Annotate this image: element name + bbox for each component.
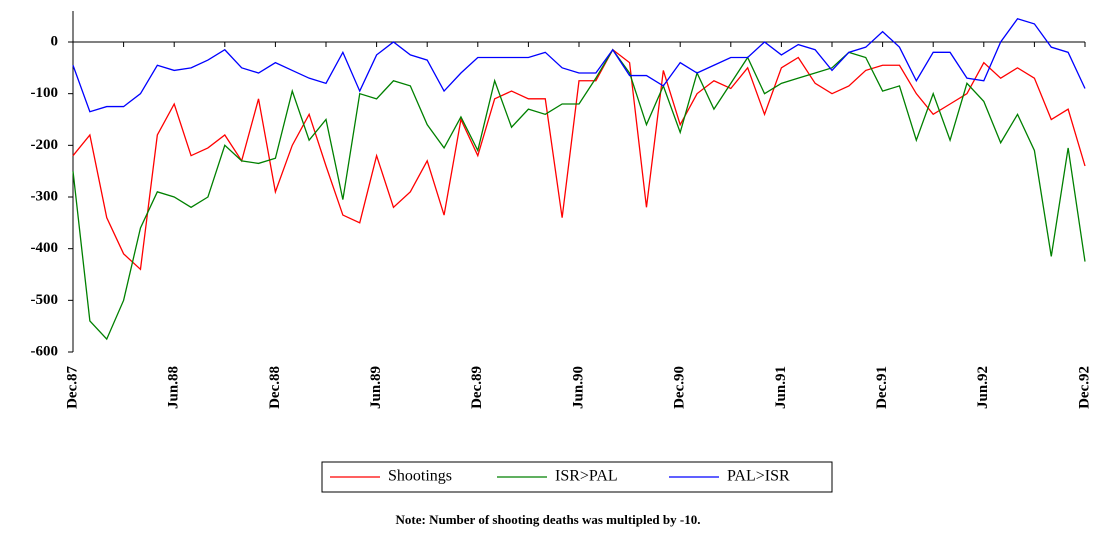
legend-label: Shootings: [388, 468, 452, 485]
y-tick-label: -600: [31, 343, 59, 359]
y-tick-label: -300: [31, 188, 59, 204]
x-tick-label: Dec.88: [267, 366, 283, 409]
y-tick-label: -100: [31, 85, 59, 101]
y-tick-label: 0: [51, 33, 59, 49]
series-line: [72, 48, 1086, 271]
legend-box: [321, 461, 833, 493]
y-tick-label: -400: [31, 240, 59, 256]
legend-label: ISR>PAL: [555, 468, 618, 485]
x-tick-label: Dec.87: [64, 366, 80, 409]
x-tick-label: Dec.91: [874, 366, 890, 409]
x-tick-label: Jun.92: [975, 366, 991, 409]
y-tick-label: -500: [31, 292, 59, 308]
series-line: [72, 48, 1086, 341]
x-tick-label: Jun.89: [368, 366, 384, 409]
x-tick-label: Dec.89: [469, 366, 485, 409]
y-tick-label: -200: [31, 137, 59, 153]
legend-label: PAL>ISR: [727, 468, 790, 485]
x-tick-label: Jun.88: [166, 366, 182, 409]
x-tick-label: Dec.90: [672, 366, 688, 409]
x-tick-label: Dec.92: [1076, 366, 1092, 409]
x-tick-label: Jun.90: [570, 366, 586, 409]
note: Note: Number of shooting deaths was mult…: [396, 512, 701, 527]
x-tick-label: Jun.91: [773, 366, 789, 409]
series-line: [72, 17, 1086, 113]
